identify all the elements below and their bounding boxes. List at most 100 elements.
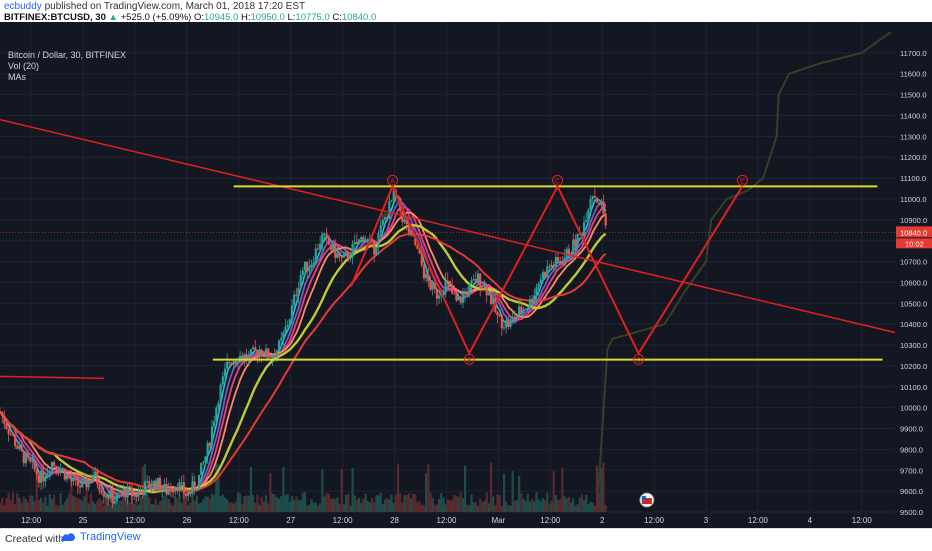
volume-bar bbox=[213, 494, 216, 512]
legend-mas[interactable]: MAs bbox=[8, 72, 26, 82]
volume-bar bbox=[42, 502, 45, 512]
candle-body bbox=[466, 292, 469, 296]
candle-body bbox=[301, 270, 304, 275]
candle-body bbox=[9, 433, 12, 435]
volume-bar bbox=[589, 501, 592, 512]
candle-body bbox=[500, 315, 503, 329]
volume-bar bbox=[604, 505, 607, 512]
grid-lines bbox=[0, 22, 895, 513]
volume-bar bbox=[340, 469, 343, 512]
volume-bar bbox=[37, 499, 41, 512]
candle-body bbox=[425, 273, 428, 279]
candle-body bbox=[479, 273, 482, 289]
volume-bar bbox=[556, 499, 560, 512]
author-link[interactable]: ecbuddy bbox=[4, 1, 42, 12]
candle-body bbox=[323, 233, 326, 235]
candle-body bbox=[16, 446, 19, 449]
ma-orange-line bbox=[0, 211, 607, 496]
pattern-drawings[interactable]: A B C D E bbox=[0, 118, 896, 380]
chart-svg[interactable]: A B C D E 9500.0 9600.0 9700.0 9800.0 9900.0 1000… bbox=[0, 22, 932, 528]
candle-body bbox=[297, 288, 300, 296]
candle-body bbox=[347, 251, 350, 259]
candle-body bbox=[258, 349, 261, 357]
volume-bar bbox=[567, 496, 570, 512]
event-flag[interactable] bbox=[639, 492, 655, 508]
candle-body bbox=[511, 316, 514, 319]
volume-bar bbox=[280, 496, 283, 512]
legend-volume[interactable]: Vol (20) bbox=[8, 61, 40, 71]
time-tick-label: 27 bbox=[286, 516, 295, 525]
volume-bar bbox=[368, 502, 371, 512]
volume-bar bbox=[461, 497, 465, 512]
volume-bar bbox=[148, 497, 151, 512]
volume-bar bbox=[264, 495, 268, 512]
volume-bar bbox=[507, 505, 510, 512]
volume-bar bbox=[554, 495, 558, 512]
volume-bar bbox=[72, 496, 75, 512]
time-tick-label: 12:00 bbox=[125, 516, 146, 525]
volume-bar bbox=[221, 494, 224, 512]
volume-bar bbox=[3, 504, 6, 512]
candle-body bbox=[591, 195, 594, 200]
volume-bar bbox=[236, 492, 240, 512]
candle-body bbox=[593, 195, 596, 198]
candle-body bbox=[280, 338, 283, 341]
candle-body bbox=[81, 481, 84, 488]
volume-bar bbox=[150, 503, 153, 512]
candle-body bbox=[535, 287, 538, 296]
volume-bar bbox=[531, 498, 534, 512]
candle-body bbox=[243, 354, 246, 360]
volume-bar bbox=[509, 505, 512, 512]
tradingview-brand[interactable]: TradingView bbox=[60, 531, 141, 543]
volume-bar bbox=[27, 502, 30, 512]
volume-bar bbox=[232, 503, 235, 512]
volume-bar bbox=[241, 504, 244, 512]
volume-bar bbox=[277, 498, 281, 512]
candle-body bbox=[442, 293, 445, 295]
candle-body bbox=[228, 361, 231, 363]
candle-body bbox=[161, 489, 164, 492]
candle-body bbox=[273, 356, 276, 358]
volume-bar bbox=[329, 498, 333, 512]
time-tick-label: 25 bbox=[79, 516, 88, 525]
candle-body bbox=[403, 219, 406, 222]
volume-bar bbox=[569, 502, 573, 512]
price-axis[interactable]: 9500.0 9600.0 9700.0 9800.0 9900.0 10000.0 101… bbox=[896, 49, 932, 517]
candle-body bbox=[104, 496, 108, 498]
volume-bar bbox=[582, 499, 586, 512]
candle-body bbox=[3, 416, 6, 424]
time-axis[interactable]: 12:00 25 12:00 26 12:00 27 12:00 28 12:00 Mar 12:0… bbox=[21, 516, 872, 525]
volume-bar bbox=[293, 500, 296, 512]
volume-bar bbox=[9, 500, 12, 512]
time-tick-label: 12:00 bbox=[229, 516, 250, 525]
volume-bar bbox=[200, 502, 203, 512]
volume-bar bbox=[94, 503, 97, 512]
candle-body bbox=[602, 201, 605, 214]
chart-area[interactable]: A B C D E 9500.0 9600.0 9700.0 9800.0 9900.0 1000… bbox=[0, 22, 932, 528]
candle-body bbox=[587, 209, 590, 221]
candle-body bbox=[50, 462, 54, 473]
volume-bar bbox=[325, 493, 328, 512]
short-red-line bbox=[0, 375, 104, 380]
candle-body bbox=[135, 494, 138, 498]
volume-bar bbox=[541, 498, 545, 512]
candle-body bbox=[364, 241, 367, 243]
candle-body bbox=[85, 478, 88, 488]
volume-bar bbox=[489, 462, 493, 512]
candle-body bbox=[362, 237, 365, 243]
volume-bar bbox=[234, 501, 237, 512]
candle-body bbox=[262, 355, 265, 358]
candle-body bbox=[115, 493, 118, 502]
volume-bar bbox=[271, 493, 274, 512]
candle-body bbox=[444, 280, 447, 294]
volume-bar bbox=[120, 500, 123, 512]
candle-body bbox=[416, 245, 419, 249]
volume-bar bbox=[327, 493, 330, 512]
volume-bar bbox=[427, 464, 430, 512]
volume-bar bbox=[483, 501, 486, 512]
price-tick-label: 9800.0 bbox=[900, 445, 923, 454]
volume-bar bbox=[314, 502, 317, 512]
publish-text: published on TradingView.com, March 01, … bbox=[44, 1, 306, 12]
candle-body bbox=[489, 292, 493, 305]
candle-body bbox=[288, 319, 291, 326]
